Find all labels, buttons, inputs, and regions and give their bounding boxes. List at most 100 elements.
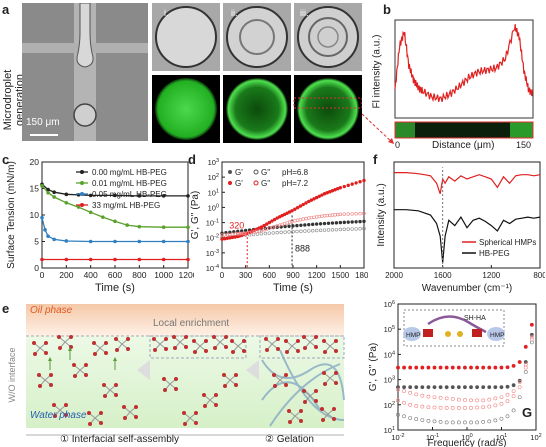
c-ytick-label: 5 <box>34 237 39 247</box>
g-series-point <box>432 385 437 390</box>
e-molecule-stage3 <box>302 389 318 404</box>
g-series-point <box>469 405 473 410</box>
e-molecule-stage2 <box>192 339 208 354</box>
c-xtick-label: 1200 <box>179 270 194 280</box>
g-series-point <box>475 420 479 425</box>
e-molecule-stage2 <box>152 337 168 352</box>
d-series-point <box>358 227 362 231</box>
d-series-point <box>312 197 316 201</box>
water-phase-label: Water phase <box>30 410 87 421</box>
c-series-point <box>46 190 50 195</box>
d-series-point <box>299 229 303 233</box>
d-series-point <box>303 223 307 227</box>
g-series-point <box>426 405 431 410</box>
g-series-point <box>450 420 455 425</box>
f-series-line <box>394 172 541 194</box>
c-series-point <box>186 225 190 229</box>
d-series-point <box>346 220 350 224</box>
c-series-point <box>113 239 117 244</box>
d-ytick-label: 10-2 <box>206 234 219 243</box>
e-molecule-stage2 <box>230 339 246 354</box>
g-series-point <box>420 365 425 370</box>
d-series-point <box>311 222 315 227</box>
f-series-line <box>394 209 541 263</box>
d-ytick-label: 101 <box>208 188 219 197</box>
e-molecule-stage3 <box>322 371 338 386</box>
d-series-point <box>354 181 358 185</box>
chart-d: 0 300 600 900 1200 1500 1800 10-4 10-3 10-2 10-1 10… <box>190 158 368 294</box>
g-sh-ha-label: SH-HA <box>464 315 486 322</box>
c-series-point <box>64 192 69 197</box>
g-series-point <box>408 416 413 420</box>
c-ytick-label: 0 <box>34 263 39 273</box>
d-ann2-label: 888 <box>295 244 310 254</box>
d-series-point <box>272 217 277 222</box>
c-xlabel: Time (s) <box>95 282 135 294</box>
d-series-point <box>350 182 354 186</box>
d-legend-cond: pH=6.8 <box>282 168 309 177</box>
d-series-point <box>243 228 248 233</box>
c-legend-label: 0.01 mg/mL HB-PEG <box>92 179 167 188</box>
d-series-point <box>275 230 279 235</box>
c-ylabel: Surface Tension (mN/m) <box>6 161 17 269</box>
g-series-point <box>511 389 516 393</box>
e-molecule-stage2 <box>222 373 238 388</box>
g-series-point <box>432 365 437 370</box>
d-series-point <box>263 231 268 236</box>
d-ytick-label: 100 <box>208 203 219 212</box>
d-series-point <box>309 198 314 202</box>
g-series-point <box>469 398 473 403</box>
c-ytick-label: 20 <box>30 157 40 167</box>
d-series-point <box>239 231 243 236</box>
g-thiol <box>445 331 451 337</box>
g-series-point <box>432 419 437 424</box>
d-xtick-label: 1500 <box>331 271 349 280</box>
d-series-point <box>242 231 246 236</box>
d-series-point <box>228 236 232 240</box>
d-ytick-label: 10-4 <box>206 264 219 273</box>
g-series-point <box>487 385 492 390</box>
d-ytick-label: 102 <box>208 173 219 182</box>
panel-b-label: b <box>383 2 391 17</box>
g-series-point <box>463 365 467 370</box>
g-series-point <box>402 365 406 370</box>
d-legend-g1: G' <box>235 179 243 188</box>
g-series-point <box>396 365 400 370</box>
g-series-point <box>475 405 479 410</box>
g-series-point <box>438 385 443 390</box>
g-series-point <box>493 385 498 390</box>
g-series-point <box>408 390 413 395</box>
e-molecule-stage3 <box>320 407 336 422</box>
g-series-point <box>456 385 461 390</box>
c-legend-marker <box>80 181 84 185</box>
g-series-point <box>463 385 467 390</box>
g-series-point <box>517 385 522 390</box>
c-frame <box>41 161 189 269</box>
d-series-point <box>267 231 272 235</box>
c-series-point <box>137 239 142 244</box>
g-series-point <box>517 360 522 364</box>
g-xtick-label: 100 <box>461 433 472 442</box>
g-series-point <box>408 402 413 407</box>
g-series-point <box>432 405 437 410</box>
g-thiol <box>457 331 463 337</box>
c-series-point <box>40 257 44 262</box>
f-xtick-label: 2000 <box>385 271 403 280</box>
d-series-point <box>233 235 237 239</box>
c-series-point <box>76 205 81 209</box>
e-arrow-head <box>68 347 72 351</box>
d-series-point <box>295 223 299 228</box>
c-series-point <box>88 239 93 244</box>
d-series-point <box>318 222 323 226</box>
g-xtick-label: 10-2 <box>391 433 404 442</box>
g-series-point <box>517 380 522 384</box>
g-ytick-label: 104 <box>384 350 395 359</box>
g-ytick-label: 106 <box>384 300 395 309</box>
d-series-point <box>326 228 331 232</box>
d-series-point <box>295 205 300 210</box>
d-legend-g2: G'' <box>261 179 271 188</box>
schematic-e <box>26 304 345 436</box>
d-series-point <box>222 237 227 241</box>
d-series-point <box>358 211 362 216</box>
c-series-point <box>40 215 44 220</box>
